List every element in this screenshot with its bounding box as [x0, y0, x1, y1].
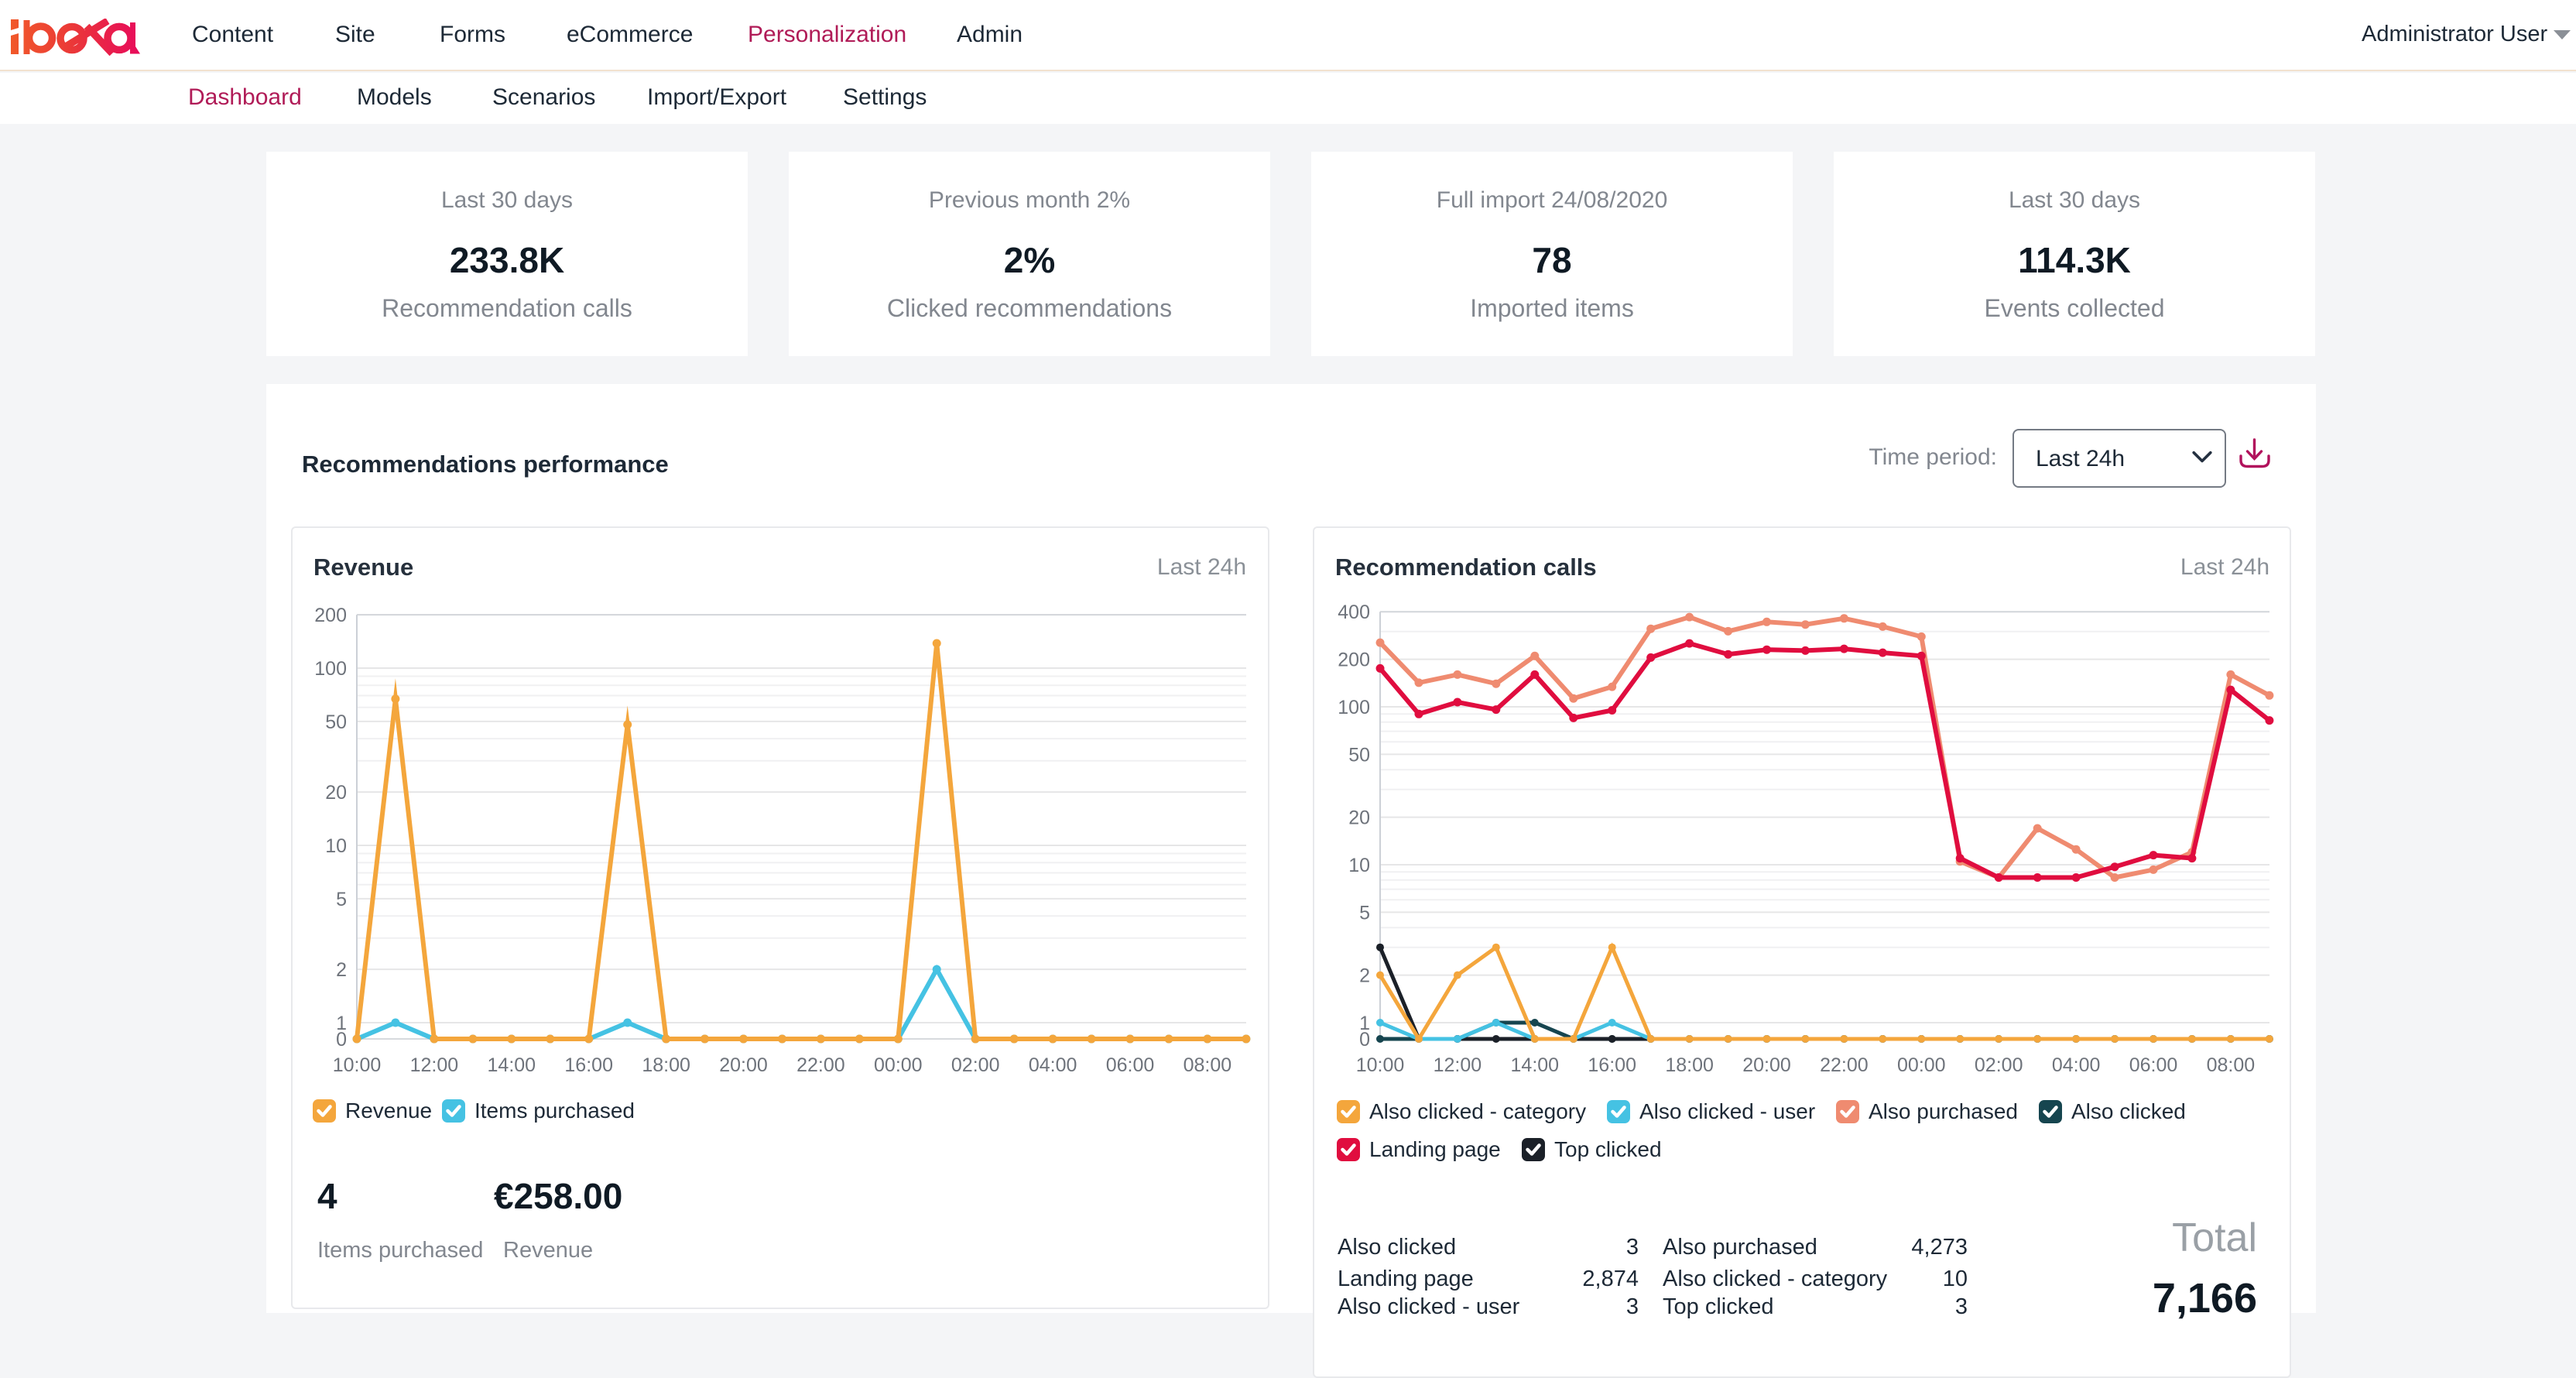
svg-text:10: 10: [325, 835, 347, 857]
svg-text:5: 5: [336, 889, 347, 910]
svg-text:10:00: 10:00: [333, 1054, 382, 1076]
svg-text:14:00: 14:00: [488, 1054, 536, 1076]
svg-text:50: 50: [325, 711, 347, 733]
svg-text:2: 2: [1359, 965, 1370, 987]
svg-text:20:00: 20:00: [1742, 1054, 1791, 1076]
svg-text:00:00: 00:00: [874, 1054, 923, 1076]
svg-text:14:00: 14:00: [1511, 1054, 1560, 1076]
svg-text:02:00: 02:00: [951, 1054, 1000, 1076]
svg-text:04:00: 04:00: [1029, 1054, 1077, 1076]
svg-text:04:00: 04:00: [2052, 1054, 2101, 1076]
svg-text:400: 400: [1338, 602, 1370, 623]
svg-text:06:00: 06:00: [1106, 1054, 1155, 1076]
svg-text:100: 100: [314, 658, 347, 680]
svg-text:0: 0: [336, 1029, 347, 1051]
svg-text:08:00: 08:00: [1184, 1054, 1232, 1076]
svg-text:50: 50: [1348, 744, 1370, 766]
svg-text:1: 1: [336, 1013, 347, 1034]
svg-text:00:00: 00:00: [1897, 1054, 1946, 1076]
svg-text:100: 100: [1338, 697, 1370, 718]
svg-text:10: 10: [1348, 855, 1370, 876]
svg-text:06:00: 06:00: [2129, 1054, 2178, 1076]
svg-text:02:00: 02:00: [1975, 1054, 2023, 1076]
svg-text:2: 2: [336, 959, 347, 981]
svg-text:20: 20: [1348, 807, 1370, 829]
svg-text:22:00: 22:00: [796, 1054, 845, 1076]
svg-text:1: 1: [1359, 1013, 1370, 1034]
svg-text:200: 200: [314, 605, 347, 626]
svg-text:10:00: 10:00: [1356, 1054, 1405, 1076]
svg-text:22:00: 22:00: [1820, 1054, 1869, 1076]
svg-text:16:00: 16:00: [564, 1054, 613, 1076]
svg-text:18:00: 18:00: [642, 1054, 690, 1076]
svg-text:0: 0: [1359, 1029, 1370, 1051]
svg-text:200: 200: [1338, 650, 1370, 671]
svg-text:12:00: 12:00: [1434, 1054, 1482, 1076]
svg-text:5: 5: [1359, 902, 1370, 924]
svg-text:08:00: 08:00: [2207, 1054, 2256, 1076]
svg-text:20:00: 20:00: [719, 1054, 768, 1076]
svg-text:18:00: 18:00: [1665, 1054, 1714, 1076]
svg-text:20: 20: [325, 782, 347, 804]
svg-text:12:00: 12:00: [410, 1054, 459, 1076]
svg-text:16:00: 16:00: [1588, 1054, 1636, 1076]
